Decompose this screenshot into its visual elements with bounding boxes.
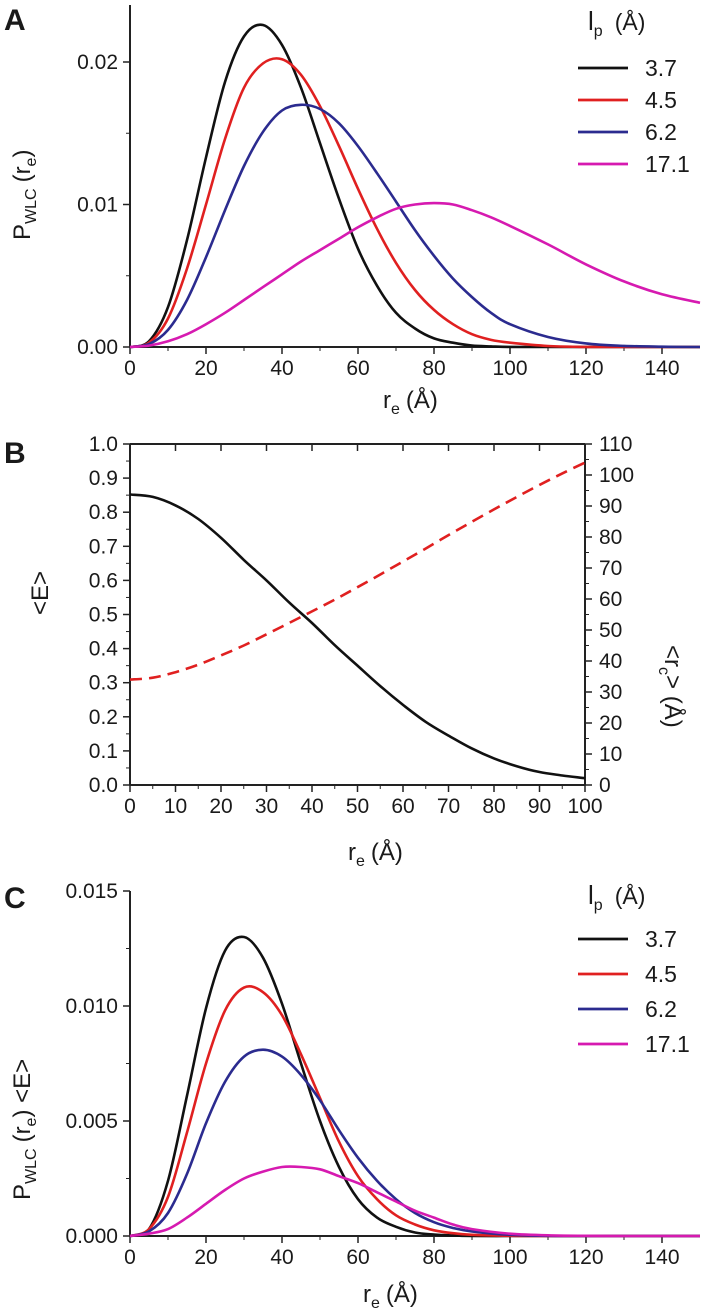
panel-a-legend-title: lp (Å) bbox=[588, 6, 645, 40]
panel-b-right-axis-label: <rc> (Å) bbox=[655, 645, 687, 728]
panel-c-legend-title: lp (Å) bbox=[588, 880, 645, 914]
panel-c-series-3-7-line bbox=[129, 935, 700, 1238]
panel-label-c: C bbox=[4, 882, 26, 915]
panel-a-legend-label: 17.1 bbox=[645, 151, 690, 177]
panel-c-x-tick-label: 40 bbox=[270, 1246, 293, 1269]
panel-b-y2-tick-label: 0 bbox=[599, 774, 611, 797]
panel-label-a: A bbox=[4, 4, 26, 37]
panel-a-legend-label: 3.7 bbox=[645, 55, 677, 81]
panel-c-x-tick-label: 120 bbox=[568, 1246, 603, 1269]
panel-b-x-axis-label: re (Å) bbox=[348, 838, 403, 870]
panel-b-y2-tick-label: 100 bbox=[599, 464, 634, 487]
panel-b-y2-tick-label: 20 bbox=[599, 712, 622, 735]
panel-b-x-tick-label: 100 bbox=[567, 795, 602, 818]
panel-c-legend: lp (Å) 3.7 4.5 6.2 17.1 bbox=[578, 880, 690, 1057]
panel-a-axes: 0 20 40 60 80 100 120 140 0.00 0.01 0.02 bbox=[77, 5, 700, 380]
panel-a-y-tick-label: 0.01 bbox=[77, 194, 118, 217]
panel-a-x-tick-label: 140 bbox=[644, 357, 679, 380]
panel-c-x-tick-label: 80 bbox=[422, 1246, 445, 1269]
panel-b-y-tick-label: 0.1 bbox=[89, 740, 118, 763]
panel-a-y-tick-label: 0.00 bbox=[77, 336, 118, 359]
panel-c-series bbox=[129, 935, 700, 1238]
panel-b-y-tick-label: 1.0 bbox=[89, 433, 118, 456]
panel-c-x-axis-label: re (Å) bbox=[363, 1280, 418, 1312]
panel-b-x-tick-label: 20 bbox=[209, 795, 232, 818]
panel-a-x-axis-label: re (Å) bbox=[383, 386, 438, 418]
panel-c-axes: 0 20 40 60 80 100 120 140 0.000 0.005 0.010 0.015 bbox=[65, 880, 700, 1269]
panel-b-y2-tick-label: 40 bbox=[599, 650, 622, 673]
panel-b-y2-tick-label: 30 bbox=[599, 681, 622, 704]
panel-a-x-tick-label: 80 bbox=[422, 357, 445, 380]
panel-a-series-17-1-line bbox=[129, 201, 701, 349]
panel-a-x-tick-label: 0 bbox=[124, 357, 136, 380]
panel-c-x-tick-label: 60 bbox=[346, 1246, 369, 1269]
panel-c-y-axis-label: PWLC(re) <E> bbox=[9, 1059, 40, 1200]
panel-b-y-tick-label: 0.7 bbox=[89, 535, 118, 558]
panel-b-x-tick-label: 50 bbox=[346, 795, 369, 818]
panel-b-x-tick-label: 10 bbox=[164, 795, 187, 818]
panel-a-x-tick-label: 40 bbox=[270, 357, 293, 380]
panel-a-x-tick-label: 60 bbox=[346, 357, 369, 380]
panel-b-y-tick-label: 0.6 bbox=[89, 569, 118, 592]
panel-c-y-tick-label: 0.005 bbox=[65, 1110, 118, 1133]
panel-a-series bbox=[129, 23, 701, 349]
panel-a-y-axis-label: PWLC(re) bbox=[9, 150, 40, 240]
panel-a-series-6-2-line bbox=[129, 103, 701, 349]
panel-b-x-tick-label: 40 bbox=[300, 795, 323, 818]
panel-c-legend-label: 17.1 bbox=[645, 1031, 690, 1057]
panel-b-y-tick-label: 0.5 bbox=[89, 604, 118, 627]
panel-b-y-tick-label: 0.4 bbox=[89, 638, 119, 661]
panel-c-y-tick-label: 0.015 bbox=[65, 880, 118, 903]
panel-c-x-tick-label: 0 bbox=[124, 1246, 136, 1269]
panel-c-x-tick-label: 20 bbox=[194, 1246, 217, 1269]
panel-b-axes: 0 10 20 30 40 50 60 70 80 90 1000.00.10.20.30.40.5… bbox=[89, 433, 634, 818]
panel-c-series-17-1-line bbox=[129, 1165, 700, 1238]
panel-a-x-tick-label: 20 bbox=[194, 357, 217, 380]
panel-c-legend-label: 4.5 bbox=[645, 961, 677, 987]
panel-a-y-tick-label: 0.02 bbox=[77, 51, 118, 74]
panel-b-y2-tick-label: 50 bbox=[599, 619, 622, 642]
panel-c-x-tick-label: 140 bbox=[644, 1246, 679, 1269]
panel-a-x-tick-label: 100 bbox=[492, 357, 527, 380]
panel-b-y-tick-label: 0.8 bbox=[89, 501, 118, 524]
panel-a-chart: 0 20 40 60 80 100 120 140 0.00 0.01 0.02 re (Å) PWL… bbox=[9, 5, 701, 418]
panel-b-y-tick-label: 0.3 bbox=[89, 672, 118, 695]
panel-c-series-6-2-line bbox=[129, 1048, 700, 1238]
panel-b-x-tick-label: 70 bbox=[437, 795, 460, 818]
panel-b-y-tick-label: 0.0 bbox=[89, 774, 118, 797]
panel-a-legend-label: 4.5 bbox=[645, 87, 677, 113]
panel-b-x-tick-label: 0 bbox=[124, 795, 136, 818]
panel-b-series bbox=[129, 461, 586, 780]
panel-a-x-tick-label: 120 bbox=[568, 357, 603, 380]
panel-b-y2-tick-label: 10 bbox=[599, 743, 622, 766]
panel-b-series-right-line bbox=[129, 461, 586, 681]
panel-b-y2-tick-label: 60 bbox=[599, 588, 622, 611]
panel-a-series-3-7-line bbox=[129, 23, 700, 349]
panel-c-x-tick-label: 100 bbox=[492, 1246, 527, 1269]
panel-b-y-tick-label: 0.2 bbox=[89, 706, 118, 729]
panel-label-b: B bbox=[4, 437, 26, 470]
panel-c-series-4-5-line bbox=[129, 985, 700, 1238]
panel-b-x-tick-label: 80 bbox=[482, 795, 505, 818]
panel-b-y-tick-label: 0.9 bbox=[89, 467, 118, 490]
panel-c-y-tick-label: 0.010 bbox=[65, 995, 118, 1018]
panel-b-y2-tick-label: 70 bbox=[599, 557, 622, 580]
panel-a-series-4-5-line bbox=[129, 57, 700, 349]
panel-c-chart: 0 20 40 60 80 100 120 140 0.000 0.005 0.010 0.015 r… bbox=[9, 880, 700, 1312]
panel-b-x-tick-label: 90 bbox=[528, 795, 551, 818]
panel-b-chart: 0 10 20 30 40 50 60 70 80 90 1000.00.10.20.30.40.5… bbox=[27, 433, 687, 870]
panel-c-y-tick-label: 0.000 bbox=[65, 1225, 118, 1248]
panel-c-legend-label: 6.2 bbox=[645, 996, 677, 1022]
panel-b-y2-tick-label: 110 bbox=[599, 433, 632, 456]
panel-b-y-axis-label: <E> bbox=[27, 571, 54, 615]
panel-b-x-tick-label: 30 bbox=[255, 795, 278, 818]
panel-b-y2-tick-label: 80 bbox=[599, 526, 622, 549]
panel-a-legend-label: 6.2 bbox=[645, 119, 677, 145]
panel-c-legend-label: 3.7 bbox=[645, 926, 677, 952]
panel-b-y2-tick-label: 90 bbox=[599, 495, 622, 518]
panel-a-legend: lp (Å) 3.7 4.5 6.2 17.1 bbox=[578, 6, 690, 177]
panel-b-series-left-line bbox=[129, 493, 586, 780]
panel-b-x-tick-label: 60 bbox=[391, 795, 414, 818]
